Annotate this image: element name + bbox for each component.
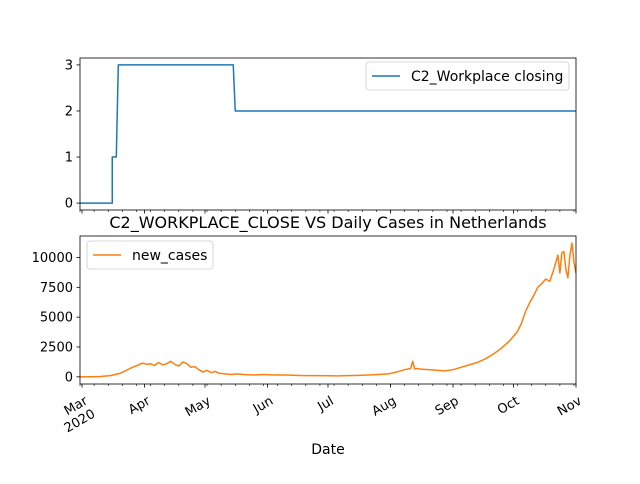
x-tick-label-group: Oct xyxy=(495,394,522,418)
top-axes-frame xyxy=(79,57,577,211)
x-tick-label-group: Nov xyxy=(555,394,585,420)
x-tick-label-group: Apr xyxy=(126,393,154,418)
x-tick-label: Jun xyxy=(250,394,276,418)
x-tick-label-group: Jul xyxy=(315,394,337,415)
x-tick-label-group: Sep xyxy=(433,394,462,419)
y-tick-label: 3 xyxy=(65,58,73,73)
top-legend-box xyxy=(365,61,570,91)
x-tick-label-group: May xyxy=(183,394,214,421)
x-tick-label: Nov xyxy=(555,394,585,420)
bottom-legend-box xyxy=(86,240,214,270)
bottom-axes: C2_WORKPLACE_CLOSE VS Daily Cases in Net… xyxy=(32,213,585,458)
x-tick-label: Aug xyxy=(370,394,399,420)
y-tick-label: 10000 xyxy=(32,251,73,266)
y-tick-label: 5000 xyxy=(40,311,73,326)
bottom-axes-plot-area xyxy=(80,242,576,378)
x-axis-label: Date xyxy=(311,442,344,458)
y-tick-label: 0 xyxy=(65,370,73,385)
y-tick-label: 2 xyxy=(65,104,73,119)
bottom-legend: new_cases xyxy=(86,240,214,270)
top-legend: C2_Workplace closing xyxy=(365,61,570,91)
bottom-axes-frame xyxy=(79,235,577,385)
chart-title: C2_WORKPLACE_CLOSE VS Daily Cases in Net… xyxy=(109,213,546,233)
top-legend-label: C2_Workplace closing xyxy=(411,69,563,85)
top-axes-plot-area xyxy=(80,64,576,204)
bottom-legend-label: new_cases xyxy=(132,248,207,264)
x-tick-label-group: Aug xyxy=(370,394,399,420)
x-tick-label: Sep xyxy=(433,394,462,419)
x-tick-label: Jul xyxy=(315,394,337,415)
y-tick-label: 0 xyxy=(65,197,73,212)
series-line-2 xyxy=(80,242,576,378)
x-tick-label: Oct xyxy=(495,394,522,418)
y-tick-label: 1 xyxy=(65,151,73,166)
x-tick-label-group: Jun xyxy=(250,394,276,418)
top-axes: 0 1 2 3 C2_Workplace closing xyxy=(65,57,577,214)
series-line-1 xyxy=(80,64,576,204)
x-tick-label: Apr xyxy=(126,393,154,418)
y-tick-label: 2500 xyxy=(40,341,73,356)
y-tick-label: 7500 xyxy=(40,281,73,296)
x-tick-label: May xyxy=(183,394,214,421)
